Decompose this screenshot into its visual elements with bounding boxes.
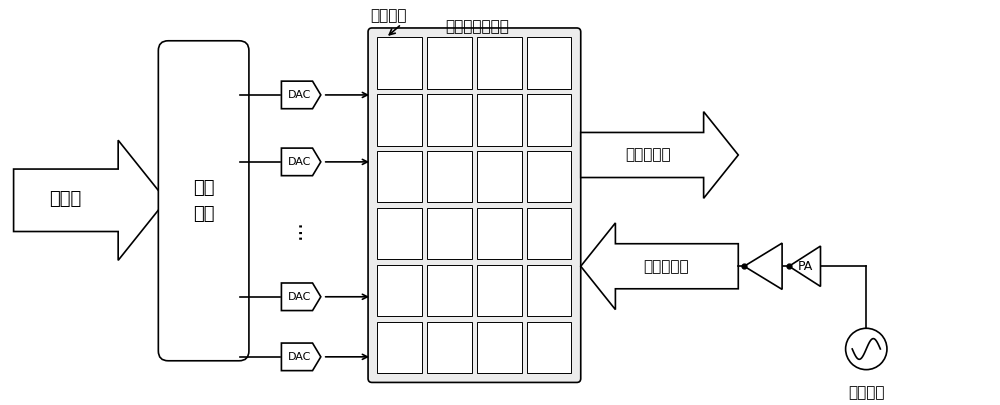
Circle shape bbox=[846, 328, 887, 370]
Polygon shape bbox=[281, 343, 321, 371]
Bar bbox=[427, 265, 472, 316]
Text: DAC: DAC bbox=[288, 90, 312, 100]
Bar bbox=[477, 208, 522, 259]
Bar bbox=[427, 208, 472, 259]
Text: 电磁超表面阵列: 电磁超表面阵列 bbox=[445, 19, 509, 34]
Text: DAC: DAC bbox=[288, 292, 312, 302]
Text: DAC: DAC bbox=[288, 352, 312, 362]
FancyBboxPatch shape bbox=[158, 41, 249, 361]
Polygon shape bbox=[581, 112, 738, 198]
Bar bbox=[377, 322, 422, 373]
Bar bbox=[377, 37, 422, 89]
Bar bbox=[427, 94, 472, 146]
Bar bbox=[427, 37, 472, 89]
Bar bbox=[527, 37, 571, 89]
Polygon shape bbox=[281, 283, 321, 311]
Bar bbox=[427, 151, 472, 202]
Bar bbox=[527, 208, 571, 259]
Bar bbox=[477, 265, 522, 316]
Bar bbox=[477, 322, 522, 373]
Text: 数据流: 数据流 bbox=[49, 190, 81, 208]
FancyBboxPatch shape bbox=[368, 28, 581, 382]
Text: 阵列单元: 阵列单元 bbox=[370, 8, 407, 23]
Text: DAC: DAC bbox=[288, 157, 312, 167]
Bar bbox=[477, 151, 522, 202]
Bar bbox=[527, 151, 571, 202]
Polygon shape bbox=[581, 223, 738, 309]
Bar bbox=[377, 208, 422, 259]
Polygon shape bbox=[744, 243, 782, 290]
Text: ···: ··· bbox=[291, 219, 311, 239]
Text: 入射电磁波: 入射电磁波 bbox=[643, 259, 689, 274]
Bar bbox=[427, 322, 472, 373]
Polygon shape bbox=[789, 246, 820, 286]
Polygon shape bbox=[281, 148, 321, 176]
Bar bbox=[377, 94, 422, 146]
Bar bbox=[377, 265, 422, 316]
Polygon shape bbox=[14, 140, 166, 260]
Text: PA: PA bbox=[798, 260, 813, 273]
Bar bbox=[527, 94, 571, 146]
Polygon shape bbox=[281, 81, 321, 109]
Text: 载波信号: 载波信号 bbox=[848, 386, 885, 401]
Text: 数字
基带: 数字 基带 bbox=[193, 179, 214, 224]
Text: 反射电磁波: 反射电磁波 bbox=[626, 147, 671, 162]
Bar bbox=[527, 265, 571, 316]
Bar bbox=[477, 94, 522, 146]
Bar bbox=[527, 322, 571, 373]
Bar bbox=[477, 37, 522, 89]
Bar bbox=[377, 151, 422, 202]
